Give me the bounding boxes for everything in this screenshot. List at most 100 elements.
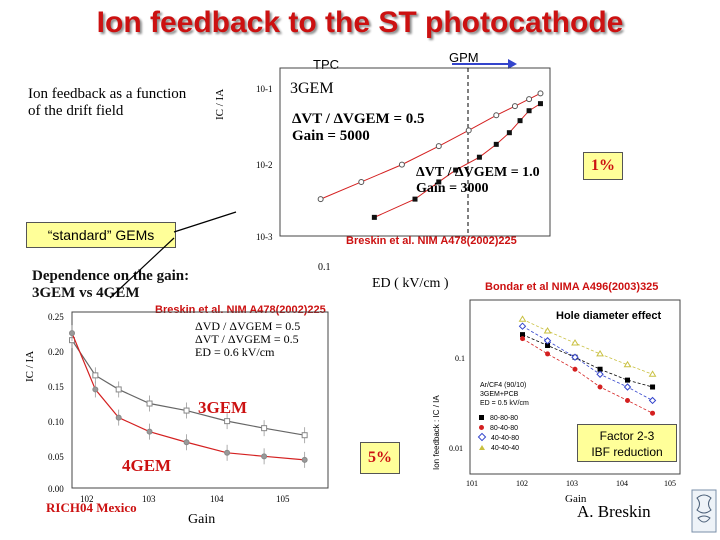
- annotation-gain-plot: ΔVD / ΔVGEM = 0.5 ΔVT / ΔVGEM = 0.5 ED =…: [195, 320, 300, 359]
- y-axis-label: Ion feedback : IC / IA: [432, 395, 441, 470]
- data-point: [526, 108, 532, 114]
- legend-entry: 80-40-80: [479, 424, 519, 434]
- reference-top: Breskin et al. NIM A478(2002)225: [346, 235, 517, 247]
- plot-frame: [71, 311, 329, 489]
- series-line: [522, 334, 653, 388]
- data-point: [623, 383, 632, 391]
- annotation-10: ΔVT / ΔVGEM = 1.0 Gain = 3000: [416, 165, 540, 197]
- y-axis-label: IC / IA: [24, 350, 36, 382]
- data-point: [224, 418, 231, 425]
- ytick-label: 0.15: [48, 382, 64, 392]
- data-point: [371, 214, 377, 220]
- description-line: of the drift field: [28, 103, 124, 119]
- standard-gems-callout: “standard” GEMs: [26, 222, 176, 248]
- data-point: [518, 322, 527, 330]
- plot-frame: [279, 67, 551, 237]
- annotation-05: ΔVT / ΔVGEM = 0.5 Gain = 5000: [292, 111, 425, 145]
- data-point: [261, 453, 268, 460]
- data-point: [511, 103, 518, 110]
- data-point: [537, 101, 543, 107]
- annotation-line: Gain = 3000: [416, 181, 489, 196]
- x-axis-label: ED ( kV/cm ): [372, 276, 449, 291]
- data-point: [571, 353, 579, 361]
- slide-title: Ion feedback to the ST photocathode: [96, 6, 624, 39]
- series-label-3gem: 3GEM: [198, 398, 248, 417]
- ytick-label: 0.05: [48, 452, 64, 462]
- series-line: [522, 325, 653, 401]
- callout-1-percent: 1%: [583, 152, 623, 180]
- annotation-line: ED = 0.6 kV/cm: [195, 345, 275, 359]
- drift-field-plot: [279, 67, 551, 237]
- data-point: [648, 396, 657, 405]
- circle-filled-icon: [479, 425, 484, 430]
- series-line: [522, 318, 653, 375]
- series-line: [374, 103, 541, 218]
- info-line: ED = 0.5 kV/cm: [480, 400, 529, 407]
- data-point: [398, 161, 405, 168]
- legend-label: 40-40-80: [491, 435, 520, 442]
- data-point: [92, 386, 99, 393]
- x-axis-label: Gain: [565, 493, 587, 505]
- callout-line: Factor 2-3: [599, 429, 655, 443]
- triangle-open-icon: [479, 445, 485, 450]
- series-line: [71, 339, 305, 436]
- pointer-line: [109, 237, 175, 299]
- callout-5-percent: 5%: [360, 442, 400, 474]
- xtick-label: 102: [516, 479, 528, 488]
- legend-label: 80-80-80: [490, 415, 519, 422]
- data-point: [648, 370, 657, 377]
- data-point: [537, 90, 544, 97]
- footer-left: RICH04 Mexico: [46, 500, 137, 515]
- data-point: [146, 400, 153, 407]
- data-point: [183, 407, 190, 414]
- annotation-line: ΔVD / ΔVGEM = 0.5: [195, 319, 301, 333]
- factor-callout: Factor 2-3 IBF reduction: [577, 424, 677, 462]
- xtick-label: 104: [616, 479, 628, 488]
- legend-entry: 80-80-80: [479, 414, 519, 424]
- data-point: [453, 167, 459, 173]
- plot-info: Ar/CF4 (90/10) 3GEM+PCB ED = 0.5 kV/cm: [480, 381, 529, 408]
- ytick-label: 0.10: [48, 417, 64, 427]
- ytick-label: 0.1: [455, 354, 465, 363]
- data-point: [543, 327, 552, 334]
- annotation-line: Gain = 5000: [292, 128, 370, 144]
- series-line: [522, 338, 653, 414]
- description-gain-dependence: Dependence on the gain: 3GEM vs 4GEM: [32, 268, 189, 302]
- annotation-line: ΔVT / ΔVGEM = 0.5: [292, 111, 425, 127]
- data-point: [493, 112, 500, 119]
- ytick-label: 0.00: [48, 484, 64, 494]
- series-label-4gem: 4GEM: [122, 456, 172, 475]
- logo-icon: [691, 489, 717, 533]
- description-line: Ion feedback as a function: [28, 86, 187, 102]
- legend-entry: 40-40-40: [479, 444, 519, 454]
- data-point: [358, 178, 365, 185]
- data-point: [572, 366, 578, 372]
- xtick-label: 103: [566, 479, 578, 488]
- info-line: Ar/CF4 (90/10): [480, 382, 527, 389]
- data-point: [650, 384, 656, 390]
- legend-label: 80-40-80: [490, 425, 519, 432]
- data-point: [465, 127, 472, 134]
- xtick-label: 105: [276, 494, 290, 504]
- y-axis-label: IC / IA: [214, 88, 226, 120]
- gpm-label: GPM: [449, 50, 479, 65]
- data-point: [92, 372, 99, 379]
- data-point: [517, 118, 523, 124]
- reference-mid: Breskin et al. NIM A478(2002)225: [155, 304, 326, 316]
- xtick-label: 104: [210, 494, 224, 504]
- data-point: [146, 428, 153, 435]
- series-label-3gem: 3GEM: [290, 80, 334, 97]
- data-point: [597, 384, 603, 390]
- legend-entry: 40-40-80: [477, 432, 520, 444]
- data-point: [301, 456, 308, 463]
- arrow-icon: [452, 59, 517, 69]
- data-point: [518, 315, 527, 322]
- callout-line: IBF reduction: [591, 445, 663, 459]
- xtick-label: 101: [466, 479, 478, 488]
- square-filled-icon: [479, 415, 484, 420]
- annotation-line: ΔVT / ΔVGEM = 0.5: [195, 332, 299, 346]
- ytick-label: 10-2: [256, 160, 273, 170]
- x-axis-label: Gain: [188, 512, 216, 527]
- xtick-label: 102: [80, 494, 94, 504]
- xtick-label: 0.1: [318, 262, 331, 273]
